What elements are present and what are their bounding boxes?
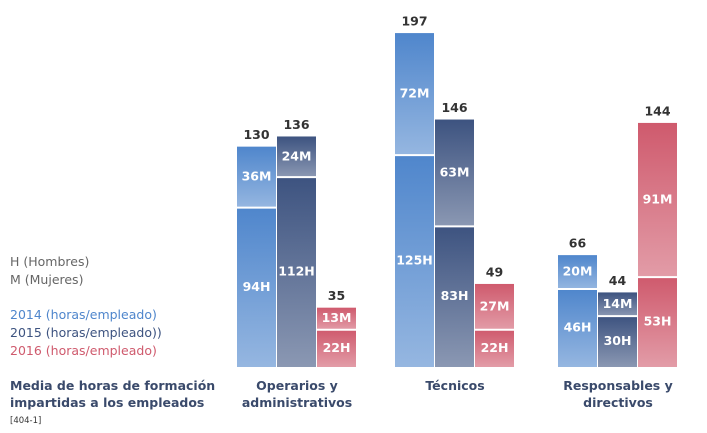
m-label: 91M (643, 192, 673, 207)
bar-segment-h (277, 177, 316, 367)
m-label: 24M (282, 148, 312, 163)
legend-note: M (Mujeres) (10, 272, 84, 287)
total-label: 146 (441, 100, 467, 115)
h-label: 53H (644, 314, 672, 329)
h-label: 22H (323, 340, 351, 355)
h-label: 46H (564, 320, 592, 335)
bar-segment-m (475, 283, 514, 330)
h-label: 112H (278, 264, 315, 279)
h-label: 125H (396, 253, 433, 268)
m-label: 20M (563, 264, 593, 279)
chart-title: Media de horas de formación impartidas a… (10, 378, 216, 410)
bar-segment-m (558, 255, 597, 290)
h-label: 30H (604, 333, 632, 348)
h-label: 22H (481, 340, 509, 355)
total-label: 144 (644, 103, 670, 118)
bar-segment-m (435, 119, 474, 227)
legend-entry: 2016 (horas/empleado) (10, 343, 157, 358)
legend-entry: 2014 (horas/empleado) (10, 307, 157, 322)
m-label: 14M (603, 296, 633, 311)
m-label: 72M (400, 86, 430, 101)
bar-segment-h (598, 316, 637, 367)
total-label: 35 (328, 288, 345, 303)
bar-segment-m (598, 292, 637, 317)
bar-segment-m (237, 146, 276, 208)
total-label: 130 (243, 127, 269, 142)
m-label: 36M (242, 169, 272, 184)
bar-segment-h (638, 277, 677, 367)
h-label: 83H (441, 288, 469, 303)
category-label: Operarios y administrativos (241, 378, 353, 410)
bar-segment-h (237, 207, 276, 367)
bar-segment-h (395, 155, 434, 367)
bar-segment-h (317, 329, 356, 367)
total-label: 49 (486, 264, 503, 279)
category-label: Responsables y directivos (563, 378, 673, 410)
total-label: 66 (569, 236, 587, 251)
bar-segment-m (317, 307, 356, 330)
legend-entry: 2015 (horas/empleado)) (10, 325, 162, 340)
m-label: 13M (322, 310, 352, 325)
total-label: 136 (283, 117, 309, 132)
total-label: 197 (401, 14, 427, 29)
bar-segment-m (277, 136, 316, 178)
bar-segment-m (395, 33, 434, 156)
category-label: Técnicos (425, 378, 485, 393)
bar-segment-h (558, 289, 597, 367)
chart-subtitle: [404-1] (10, 416, 42, 426)
bar-segment-h (435, 226, 474, 367)
h-label: 94H (243, 279, 271, 294)
bar-segment-m (638, 122, 677, 278)
m-label: 63M (440, 164, 470, 179)
total-label: 44 (609, 273, 627, 288)
legend-note: H (Hombres) (10, 254, 90, 269)
bar-segment-h (475, 329, 514, 367)
m-label: 27M (480, 298, 510, 313)
